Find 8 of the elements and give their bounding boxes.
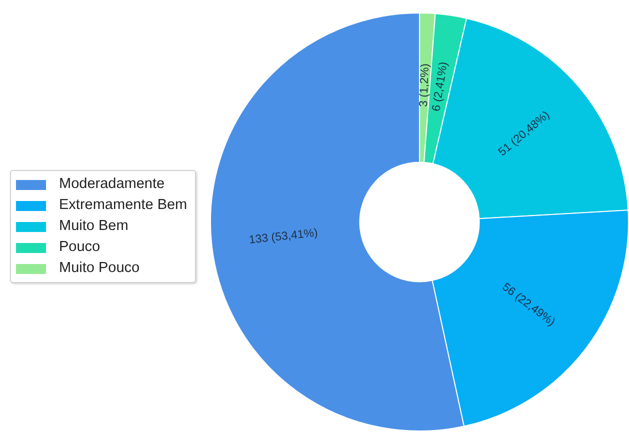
legend-label: Extremamente Bem [59, 197, 188, 214]
legend-label: Muito Bem [59, 218, 128, 235]
legend-label: Moderadamente [59, 176, 165, 193]
data-label: 133 (53,41%) [248, 227, 319, 246]
legend-label: Muito Pouco [59, 260, 140, 277]
data-label: 6 (2,41%) [430, 60, 450, 112]
legend-label: Pouco [59, 239, 100, 256]
data-label: 3 (1,2%) [418, 63, 432, 108]
